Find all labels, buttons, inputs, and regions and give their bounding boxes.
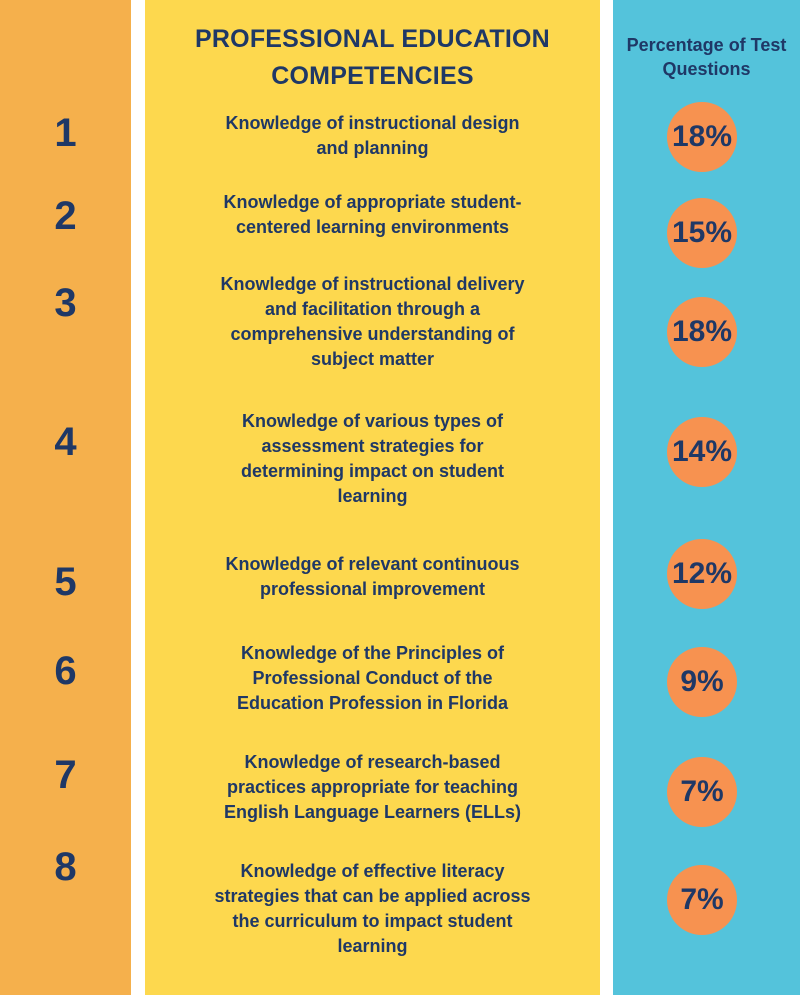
competency-text: Knowledge of appropriate student- center… xyxy=(223,192,522,237)
row-number: 7 xyxy=(54,753,77,797)
percentage-value: 7% xyxy=(680,883,724,916)
percentage-value: 18% xyxy=(671,120,733,153)
percentage-value: 9% xyxy=(680,665,724,698)
percentage-circle: 7% xyxy=(667,865,737,935)
percentage-value: 7% xyxy=(680,775,724,808)
percentage-circle: 9% xyxy=(667,647,737,717)
row-number: 1 xyxy=(54,111,77,155)
percentage-circle: 18% xyxy=(667,297,737,367)
competency-column: PROFESSIONAL EDUCATION COMPETENCIES Know… xyxy=(145,0,600,995)
percentage-header: Percentage of Test Questions xyxy=(626,35,787,79)
percentage-column: Percentage of Test Questions 18% 15% 18%… xyxy=(613,0,800,995)
row-number: 3 xyxy=(54,281,77,325)
percentage-circle: 14% xyxy=(667,417,737,487)
competency-text: Knowledge of instructional delivery and … xyxy=(220,274,525,369)
number-column: 1 2 3 4 5 6 7 8 xyxy=(0,0,131,995)
percentage-circle: 15% xyxy=(667,198,737,268)
competency-text: Knowledge of relevant continuous profess… xyxy=(225,554,520,599)
row-number: 8 xyxy=(54,845,77,889)
percentage-value: 15% xyxy=(671,216,733,249)
competency-text: Knowledge of research-based practices ap… xyxy=(223,752,522,822)
percentage-value: 18% xyxy=(671,315,733,348)
row-number: 2 xyxy=(54,194,77,238)
row-number: 6 xyxy=(54,649,77,693)
competencies-title: PROFESSIONAL EDUCATION COMPETENCIES xyxy=(195,25,550,90)
percentage-circle: 18% xyxy=(667,102,737,172)
row-number: 5 xyxy=(54,560,77,604)
percentage-circle: 7% xyxy=(667,757,737,827)
percentage-value: 14% xyxy=(671,435,733,468)
competency-text: Knowledge of the Principles of Professio… xyxy=(236,643,509,713)
percentage-value: 12% xyxy=(671,557,733,590)
competency-text: Knowledge of various types of assessment… xyxy=(240,411,504,506)
competency-text: Knowledge of instructional design and pl… xyxy=(225,113,520,158)
row-number: 4 xyxy=(54,420,77,464)
percentage-circle: 12% xyxy=(667,539,737,609)
competency-text: Knowledge of effective literacy strategi… xyxy=(214,861,531,956)
